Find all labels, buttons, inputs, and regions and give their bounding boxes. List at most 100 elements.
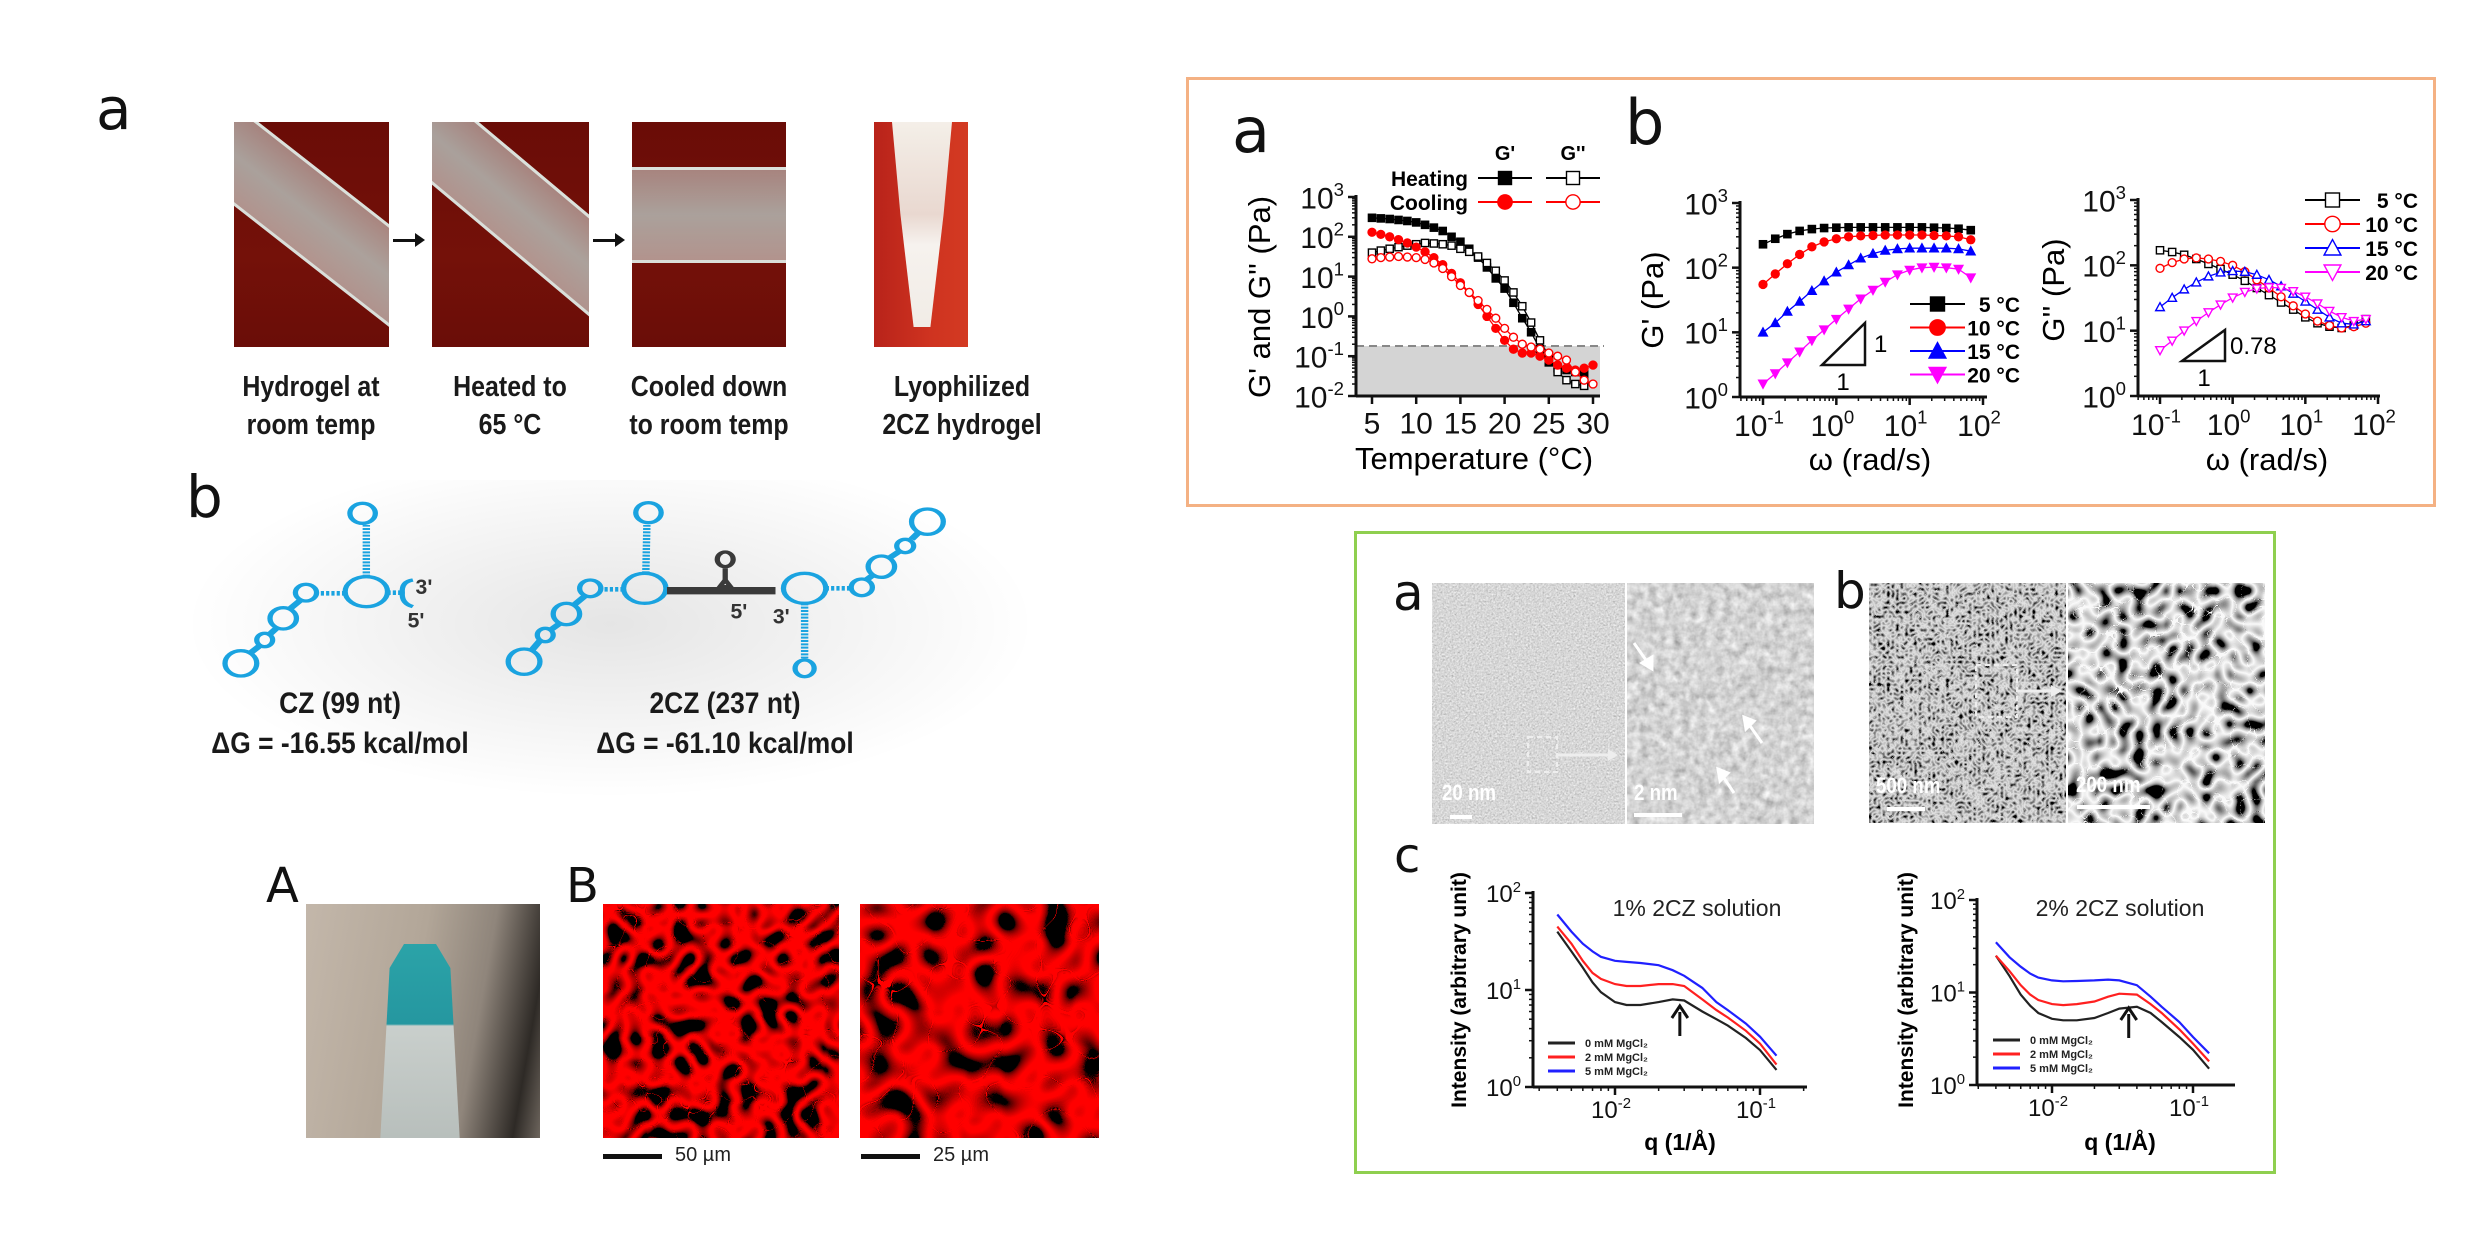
data-point xyxy=(1393,251,1404,262)
2cz-5prime-label: 5' xyxy=(731,599,748,623)
chart-gdoubleprime-ylabel: G'' (Pa) xyxy=(2036,238,2071,341)
data-point xyxy=(1794,295,1806,306)
data-point xyxy=(1929,223,1939,232)
data-point xyxy=(2167,247,2177,257)
data-point xyxy=(2336,313,2348,324)
series-line xyxy=(1556,930,1778,1071)
pointer-arrows xyxy=(1632,642,1764,794)
data-point xyxy=(1843,304,1855,315)
data-point xyxy=(1868,223,1878,232)
data-point xyxy=(1438,263,1448,274)
x-tick-label: 101 xyxy=(1884,406,1928,443)
x-tick-label: 20 xyxy=(1488,408,1521,441)
x-tick-label: 100 xyxy=(1810,406,1854,443)
data-point xyxy=(1508,344,1519,354)
scale-bar xyxy=(861,1154,920,1159)
arrow-right-icon xyxy=(393,233,425,247)
y-tick-label: 101 xyxy=(1486,977,1521,1005)
legend-column-header: G' xyxy=(1495,143,1515,165)
data-point xyxy=(1880,230,1890,240)
data-point xyxy=(1794,347,1806,358)
data-point xyxy=(1856,223,1866,232)
legend-marker xyxy=(2322,238,2343,256)
scale-bar-label: 200 nm xyxy=(2076,772,2141,797)
data-point xyxy=(1905,223,1914,232)
data-point xyxy=(1438,226,1448,236)
cz-structure xyxy=(222,501,415,678)
data-point xyxy=(2323,311,2335,322)
panel-label-a: a xyxy=(1232,94,1270,167)
data-point xyxy=(2202,308,2214,319)
series-3 xyxy=(1367,251,1598,389)
data-point xyxy=(2263,283,2275,294)
scale-bar xyxy=(1634,813,1682,817)
data-point xyxy=(2239,265,2251,276)
legend-label: 15 °C xyxy=(2365,238,2418,261)
panel-label-B: B xyxy=(566,858,599,914)
data-point xyxy=(1795,226,1804,236)
data-point xyxy=(1544,348,1554,358)
data-point xyxy=(1447,232,1456,242)
data-point xyxy=(1385,252,1395,262)
arrow-icon xyxy=(1742,714,1764,744)
data-point xyxy=(1954,224,1963,234)
legend-label: 10 °C xyxy=(2365,214,2418,237)
data-point xyxy=(1499,335,1510,346)
data-point xyxy=(1916,263,1928,274)
data-point xyxy=(1367,227,1377,237)
chart-gprime-xlabel: ω (rad/s) xyxy=(1809,442,1931,477)
y-tick-label: 102 xyxy=(1300,219,1344,256)
series-line xyxy=(1995,941,2210,1055)
confocal-image-1 xyxy=(603,904,839,1138)
data-point xyxy=(1904,265,1916,276)
data-point xyxy=(2190,276,2202,287)
y-tick-label: 100 xyxy=(2082,378,2126,415)
data-point xyxy=(1385,244,1394,254)
data-point xyxy=(1526,327,1536,337)
data-point xyxy=(1867,285,1879,296)
x-tick-label: 5 xyxy=(1364,408,1381,441)
data-point xyxy=(1482,258,1492,268)
series-3 xyxy=(1757,262,1977,390)
x-tick-label: 25 xyxy=(1532,408,1565,441)
series-0 xyxy=(1994,955,2210,1070)
legend-label: 20 °C xyxy=(2365,262,2418,285)
data-point xyxy=(1953,232,1964,242)
data-point xyxy=(1394,215,1403,225)
data-point xyxy=(1394,242,1403,252)
legend-label: 20 °C xyxy=(1967,365,2020,388)
data-point xyxy=(1491,323,1501,334)
legend-label: 5 mM MgCl₂ xyxy=(1585,1066,1648,1078)
x-tick-label: 30 xyxy=(1576,408,1609,441)
data-point xyxy=(2154,346,2166,357)
data-point xyxy=(2288,301,2298,311)
arrow-icon xyxy=(1716,766,1736,794)
x-tick-label: 100 xyxy=(2207,405,2251,442)
cz-name: CZ (99 nt) xyxy=(279,687,401,720)
data-point xyxy=(1579,375,1589,385)
x-tick-label: 102 xyxy=(2352,405,2396,442)
data-point xyxy=(1517,301,1527,311)
caption-line: 2CZ hydrogel xyxy=(882,409,1042,441)
legend-marker xyxy=(2324,215,2341,233)
caption-step-1: Hydrogel at room temp xyxy=(216,368,405,444)
y-tick-label: 103 xyxy=(2082,182,2126,219)
scale-bar xyxy=(603,1154,662,1159)
data-point xyxy=(2311,299,2323,310)
series-3 xyxy=(2154,283,2372,357)
data-point xyxy=(1535,344,1545,354)
chart-saxs1-title: 1% 2CZ solution xyxy=(1613,895,1782,921)
panel-label-c: c xyxy=(1394,828,1421,884)
data-point xyxy=(1807,242,1817,252)
slope-rise-label: 1 xyxy=(1874,331,1887,358)
data-point xyxy=(1953,264,1965,275)
arrow-right-icon xyxy=(1558,749,1618,761)
legend-column-header: G'' xyxy=(1560,143,1585,165)
data-point xyxy=(1891,243,1903,254)
arrow-right-icon xyxy=(593,233,625,247)
legend-label: 0 mM MgCl₂ xyxy=(2030,1035,2093,1047)
data-point xyxy=(1928,242,1940,253)
data-point xyxy=(1781,305,1793,316)
data-point xyxy=(1367,254,1377,264)
